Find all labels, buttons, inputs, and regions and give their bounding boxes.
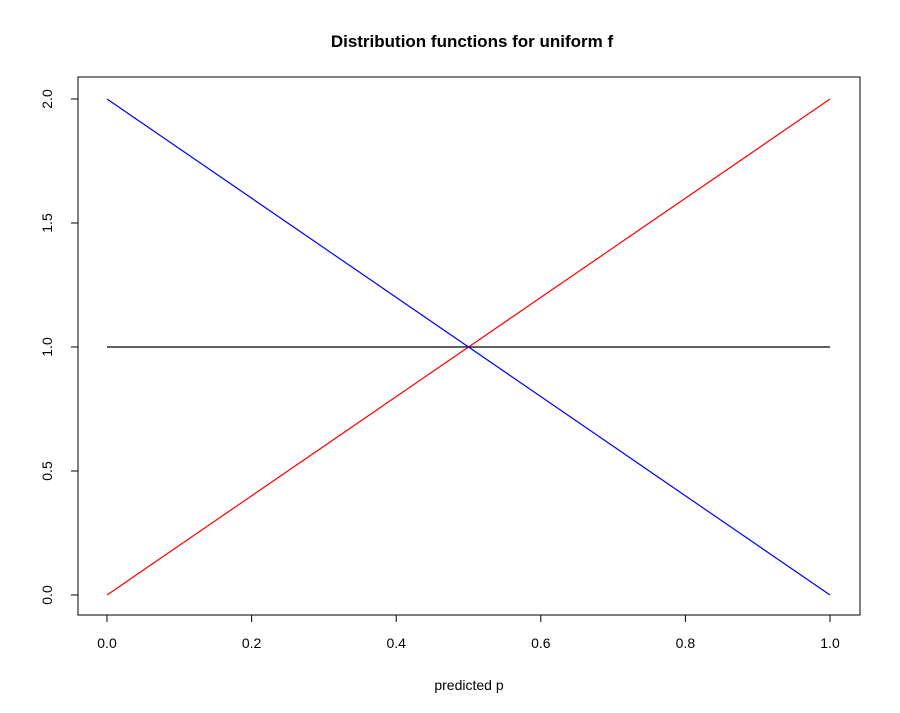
y-tick-label: 2.0 [39,89,55,109]
x-tick-label: 0.4 [386,635,406,651]
y-axis: 0.0 0.5 1.0 1.5 2.0 [39,89,79,605]
y-tick-label: 0.5 [39,461,55,481]
x-axis-label: predicted p [434,677,503,693]
x-tick-label: 0.6 [531,635,551,651]
x-tick-label: 0.8 [676,635,696,651]
chart-title: Distribution functions for uniform f [331,32,614,51]
y-tick-label: 1.0 [39,337,55,357]
y-tick-label: 0.0 [39,585,55,605]
series-layer [106,98,831,596]
x-tick-label: 0.2 [242,635,262,651]
x-tick-label: 1.0 [820,635,840,651]
y-tick-label: 1.5 [39,213,55,233]
x-tick-label: 0.0 [97,635,117,651]
x-axis: 0.0 0.2 0.4 0.6 0.8 1.0 [97,614,840,651]
series-line-2 [106,98,831,596]
